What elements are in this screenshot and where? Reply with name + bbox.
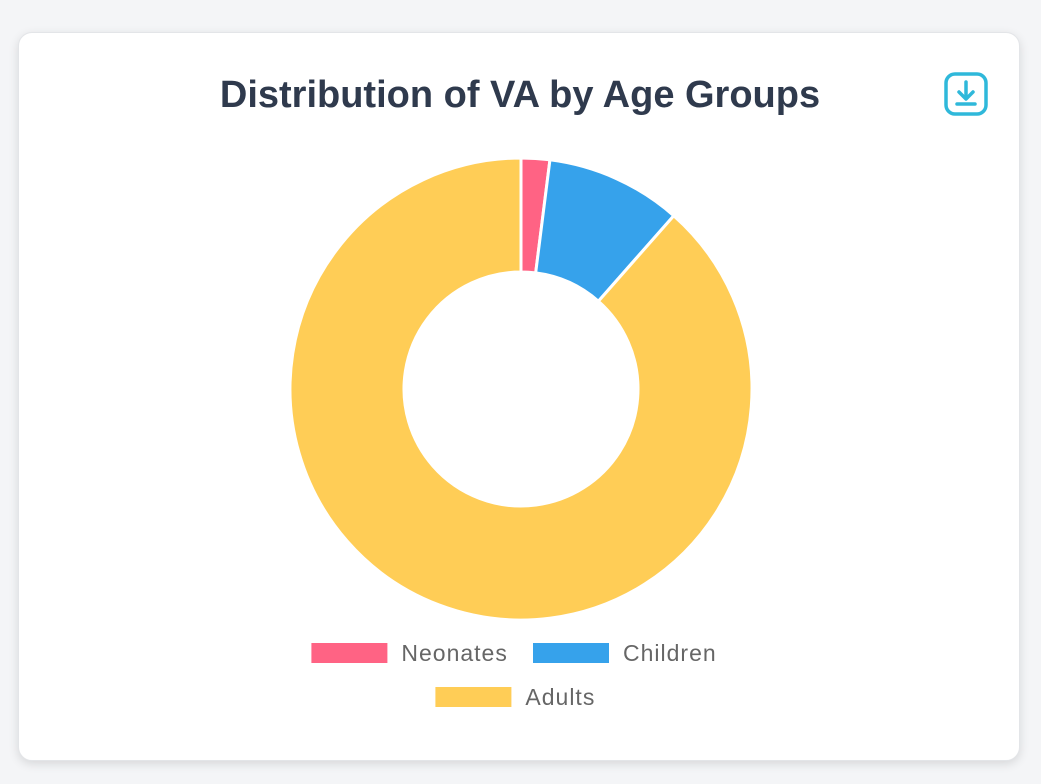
chart-card: Distribution of VA by Age Groups Neonate… <box>18 32 1020 761</box>
legend-swatch-neonates[interactable] <box>311 643 388 663</box>
legend-label-adults[interactable]: Adults <box>525 684 595 710</box>
legend-swatch-adults[interactable] <box>435 687 512 707</box>
download-button[interactable] <box>943 71 989 117</box>
doughnut-chart: Neonates Children Adults <box>288 156 754 710</box>
slices-group <box>288 156 754 622</box>
legend-swatch-children[interactable] <box>533 643 609 663</box>
slice-adults[interactable] <box>288 156 754 622</box>
download-icon <box>944 72 988 116</box>
chart-title: Distribution of VA by Age Groups <box>219 74 821 116</box>
legend-label-children[interactable]: Children <box>623 640 717 666</box>
legend-group: Neonates Children Adults <box>311 640 716 710</box>
legend-label-neonates[interactable]: Neonates <box>401 640 507 666</box>
